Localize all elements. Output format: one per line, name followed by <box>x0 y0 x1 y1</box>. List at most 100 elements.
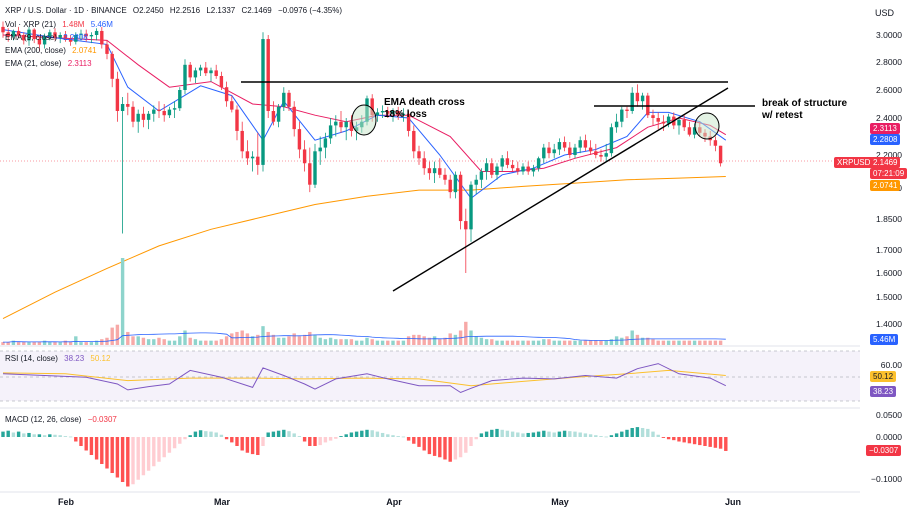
candle-body <box>458 174 463 222</box>
candle-body <box>438 168 442 175</box>
symbol-legend[interactable]: XRP / U.S. Dollar · 1D · BINANCE O2.2450… <box>5 5 346 16</box>
macd-bar <box>469 437 473 446</box>
volume-bar <box>323 339 328 345</box>
bos-annotation-line2[interactable]: w/ retest <box>762 110 803 121</box>
candle-body <box>37 39 42 45</box>
volume-bar <box>614 336 619 345</box>
macd-bar <box>256 437 260 455</box>
candle-body <box>422 158 426 169</box>
ema-cross-annotation-line1[interactable]: EMA death cross <box>384 97 465 108</box>
macd-bar <box>6 430 10 437</box>
candle-body <box>100 30 104 45</box>
macd-bar <box>22 433 26 437</box>
macd-bar <box>479 433 484 437</box>
candle-body <box>11 30 16 37</box>
volume-bar <box>552 340 556 345</box>
macd-bar <box>287 431 291 437</box>
candle-body <box>131 106 135 122</box>
macd-bar <box>313 437 317 446</box>
volume-bar <box>282 337 286 345</box>
candle-body <box>412 130 416 152</box>
volume-legend[interactable]: Vol · XRP (21) 1.48M 5.46M <box>5 19 117 30</box>
volume-bar <box>100 339 104 345</box>
ema200-legend-label: EMA (200, close) <box>5 46 66 55</box>
macd-bar <box>635 427 640 437</box>
candle-body <box>547 147 551 154</box>
volume-bar <box>588 340 593 345</box>
candle-body <box>230 101 234 110</box>
volume-bar <box>157 337 161 345</box>
ema-cross-circle <box>351 104 377 136</box>
macd-bar <box>323 437 328 443</box>
macd-bar <box>292 433 296 437</box>
macd-bar <box>490 429 494 437</box>
ema200-legend[interactable]: EMA (200, close) 2.0741 <box>5 45 101 56</box>
ema9-legend[interactable]: EMA (9, close) 2.2808 <box>5 32 92 43</box>
price-tick: 2.6000 <box>876 85 902 95</box>
volume-bar <box>360 340 364 345</box>
macd-bar <box>599 436 603 437</box>
macd-bar <box>141 437 146 476</box>
macd-bar <box>412 437 416 444</box>
x-axis-label: May <box>551 497 569 507</box>
candles <box>1 21 723 273</box>
candle-body <box>94 30 99 35</box>
candle-body <box>677 119 681 126</box>
currency-label[interactable]: USD <box>874 8 894 18</box>
volume-bar <box>620 337 624 345</box>
ema-cross-annotation-line2[interactable]: 18% loss <box>384 109 427 120</box>
macd-bar <box>422 437 426 451</box>
candle-body <box>245 151 250 159</box>
ema21-legend[interactable]: EMA (21, close) 2.3113 <box>5 58 96 69</box>
volume-bar <box>79 342 83 345</box>
macd-legend[interactable]: MACD (12, 26, close) −0.0307 <box>5 414 121 425</box>
candle-body <box>391 111 395 114</box>
candle-body <box>552 149 556 154</box>
macd-bar <box>417 437 421 447</box>
macd-bar <box>297 436 302 437</box>
volume-bar <box>219 339 224 345</box>
macd-bar <box>235 437 239 446</box>
volume-bar <box>37 342 42 345</box>
macd-bar <box>464 437 468 453</box>
volume-bar <box>162 339 166 345</box>
volume-legend-label: Vol · XRP (21) <box>5 20 56 29</box>
volume-bar <box>557 340 562 345</box>
symbol-title[interactable]: XRP / U.S. Dollar · 1D · BINANCE <box>5 6 127 15</box>
macd-bar <box>562 430 567 437</box>
macd-bar <box>594 435 598 437</box>
volume-bars <box>1 258 726 345</box>
macd-bar <box>261 437 265 446</box>
volume-bar <box>516 340 520 345</box>
candle-body <box>271 111 276 122</box>
macd-bar <box>510 431 515 437</box>
macd-bar <box>79 437 83 446</box>
bos-annotation-line1[interactable]: break of structure <box>762 98 848 109</box>
volume-bar <box>432 336 437 345</box>
candle-body <box>313 151 317 185</box>
candle-body <box>349 121 354 131</box>
candle-body <box>682 119 686 128</box>
candle-body <box>334 121 338 126</box>
macd-bar <box>370 430 374 437</box>
candle-body <box>505 158 510 165</box>
macd-bar <box>568 431 572 437</box>
rsi-line <box>2 363 727 394</box>
candle-body <box>308 163 312 185</box>
drawings <box>241 81 755 292</box>
volume-bar <box>651 339 655 345</box>
rsi-legend[interactable]: RSI (14, close) 38.23 50.12 <box>5 353 114 364</box>
macd-bar <box>396 436 400 437</box>
volume-bar <box>625 336 629 345</box>
macd-bar <box>360 430 364 437</box>
macd-bar <box>500 429 504 437</box>
volume-bar <box>115 324 120 345</box>
volume-bar <box>292 333 296 345</box>
volume-bar <box>365 337 369 345</box>
volume-bar <box>250 336 255 345</box>
candle-body <box>32 29 36 40</box>
candle-body <box>63 35 68 40</box>
candle-body <box>58 35 62 38</box>
